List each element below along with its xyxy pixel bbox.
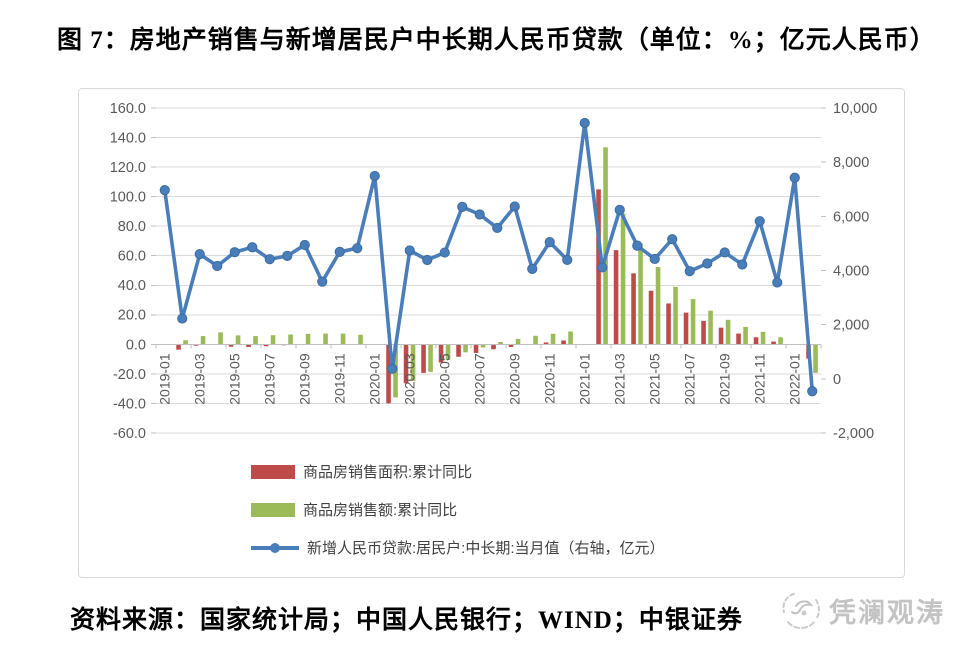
figure-title: 图 7：房地产销售与新增居民户中长期人民币贷款（单位：%；亿元人民币）	[57, 27, 936, 54]
svg-text:-20.0: -20.0	[113, 367, 146, 383]
svg-text:2020-05: 2020-05	[437, 353, 453, 405]
svg-text:-40.0: -40.0	[113, 396, 146, 412]
svg-text:8,000: 8,000	[833, 155, 869, 171]
svg-text:0: 0	[833, 372, 841, 388]
svg-text:40.0: 40.0	[118, 278, 146, 294]
legend-item-sales-amount: 商品房销售额:累计同比	[251, 498, 665, 521]
brand-logo-icon	[782, 593, 820, 629]
x-axis-line	[155, 343, 822, 349]
chart-legend: 商品房销售面积:累计同比 商品房销售额:累计同比 新增人民币贷款:居民户:中长期…	[251, 460, 665, 559]
loan-line	[159, 117, 818, 397]
y-axis-right-labels: 10,000 8,000 6,000 4,000 2,000 0 -2,000	[833, 101, 877, 442]
svg-text:2019-09: 2019-09	[297, 353, 313, 405]
svg-text:2021-03: 2021-03	[612, 353, 628, 405]
legend-item-loans: 新增人民币贷款:居民户:中长期:当月值（右轴，亿元）	[251, 536, 665, 559]
x-axis-labels: 2019-01 2019-03 2019-05 2019-07 2019-09 2019-…	[157, 353, 803, 405]
svg-text:2,000: 2,000	[833, 318, 869, 334]
svg-text:100.0: 100.0	[110, 190, 146, 206]
svg-text:2022-01: 2022-01	[787, 353, 803, 405]
brand-logo: 凭澜观涛	[780, 586, 945, 634]
chart-container: 160.0 140.0 120.0 100.0 80.0 60.0 40.0 20.0 0.0 -…	[78, 88, 905, 578]
svg-text:-2,000: -2,000	[833, 426, 874, 442]
svg-text:2021-11: 2021-11	[752, 353, 768, 404]
svg-text:10,000: 10,000	[833, 101, 877, 117]
svg-text:-60.0: -60.0	[113, 426, 146, 442]
y-axis-left-labels: 160.0 140.0 120.0 100.0 80.0 60.0 40.0 20.0 0.0 -…	[110, 101, 146, 442]
combo-chart: 160.0 140.0 120.0 100.0 80.0 60.0 40.0 20.0 0.0 -…	[110, 101, 878, 442]
brand-name: 凭澜观涛	[829, 597, 945, 628]
legend-label-sales-area: 商品房销售面积:累计同比	[303, 464, 473, 481]
legend-swatch-sales-amount	[251, 502, 295, 517]
svg-text:20.0: 20.0	[118, 308, 146, 324]
svg-text:2021-09: 2021-09	[717, 353, 733, 405]
svg-text:80.0: 80.0	[118, 219, 146, 235]
svg-text:2019-01: 2019-01	[157, 353, 173, 405]
svg-text:4,000: 4,000	[833, 263, 869, 279]
legend-line-marker-icon	[251, 541, 299, 555]
svg-text:2020-11: 2020-11	[542, 353, 558, 404]
svg-text:2020-03: 2020-03	[402, 353, 418, 405]
svg-text:2020-09: 2020-09	[507, 353, 523, 405]
svg-text:2021-05: 2021-05	[647, 353, 663, 405]
svg-text:160.0: 160.0	[110, 101, 146, 117]
svg-text:2019-11: 2019-11	[332, 353, 348, 404]
svg-text:2019-05: 2019-05	[227, 353, 243, 405]
legend-item-sales-area: 商品房销售面积:累计同比	[251, 460, 665, 483]
legend-label-sales-amount: 商品房销售额:累计同比	[303, 502, 458, 519]
svg-text:6,000: 6,000	[833, 209, 869, 225]
svg-text:2019-07: 2019-07	[262, 353, 278, 405]
svg-text:2020-01: 2020-01	[367, 353, 383, 405]
svg-text:2020-07: 2020-07	[472, 353, 488, 405]
svg-text:120.0: 120.0	[110, 160, 146, 176]
svg-text:2021-01: 2021-01	[577, 353, 593, 405]
legend-swatch-sales-area	[251, 464, 295, 479]
svg-text:2021-07: 2021-07	[682, 353, 698, 405]
svg-text:140.0: 140.0	[110, 130, 146, 146]
source-note: 资料来源：国家统计局；中国人民银行；WIND；中银证券	[70, 607, 743, 634]
svg-text:0.0: 0.0	[126, 337, 146, 353]
svg-text:2019-03: 2019-03	[192, 353, 208, 405]
svg-text:60.0: 60.0	[118, 249, 146, 265]
legend-label-loans: 新增人民币贷款:居民户:中长期:当月值（右轴，亿元）	[307, 540, 665, 557]
